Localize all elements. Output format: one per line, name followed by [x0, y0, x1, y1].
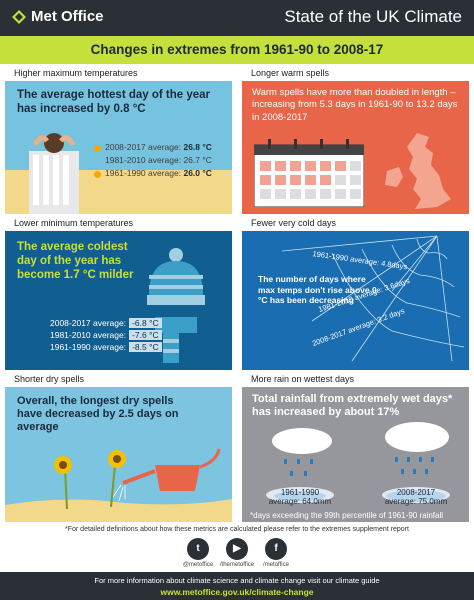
sun-icon: [94, 145, 101, 152]
panel-body: Overall, the longest dry spells have dec…: [5, 387, 232, 522]
deckchair-person-icon: [29, 133, 79, 214]
facebook-icon: f: [265, 538, 287, 560]
page-title: State of the UK Climate: [284, 7, 462, 26]
panel-max-temperatures: Higher maximum temperatures 2008-2017 av…: [5, 64, 232, 214]
subtitle-bar: Changes in extremes from 1961-90 to 2008…: [0, 36, 474, 64]
rain-cloud-icon: [385, 422, 449, 474]
headline: The average hottest day of the year has …: [17, 89, 211, 115]
header: Met Office State of the UK Climate: [0, 0, 474, 36]
panel-warm-spells: Longer warm spells Warm spells have more…: [242, 64, 469, 214]
climate-guide-link[interactable]: www.metoffice.gov.uk/climate-change: [160, 587, 314, 597]
panel-cold-days: Fewer very cold days The number of days …: [242, 214, 469, 370]
uk-map-icon: [385, 133, 451, 209]
calendar-icon: [254, 139, 364, 207]
footnote: *For detailed definitions about how thes…: [65, 526, 409, 533]
sun-icon: [94, 171, 101, 178]
met-office-logo[interactable]: Met Office: [12, 8, 104, 25]
headline: Overall, the longest dry spells have dec…: [17, 395, 179, 434]
bottom-info-text: For more information about climate scien…: [94, 576, 380, 585]
stat-1981-2010: 1981-2010 average: -7.6 °C: [50, 330, 162, 340]
stat-1981-2010: 1981-2010 average: 26.7 °C: [105, 155, 212, 165]
logo-text: Met Office: [31, 8, 104, 25]
panel-label: Longer warm spells: [242, 64, 469, 81]
frost-web-icon: [281, 235, 465, 362]
panel-body: Total rainfall from extremely wet days* …: [242, 387, 469, 522]
wet-days-footnote: *days exceeding the 99th percentile of 1…: [250, 511, 444, 520]
sunflowers-watering-can-icon: [5, 448, 232, 522]
panel-label: Fewer very cold days: [242, 214, 469, 231]
social-handle: /themetoffice: [219, 562, 255, 568]
cold-days-text: The number of days where max temps don't…: [258, 274, 377, 306]
panel-wet-days: More rain on wettest days Total rainfall…: [242, 370, 469, 522]
stat-2008-2017: 2008-2017 average: -6.8 °C: [50, 318, 162, 328]
rain-gauge-icon: [266, 487, 334, 503]
panel-min-temperatures: Lower minimum temperatures The average c…: [5, 214, 232, 370]
logo-mark-icon: [12, 9, 26, 24]
panel-label: Lower minimum temperatures: [5, 214, 232, 231]
twitter-link[interactable]: t @metoffice: [178, 538, 218, 568]
bottom-bar: For more information about climate scien…: [0, 572, 474, 600]
panel-body: 2008-2017 average: 26.8 °C 1981-2010 ave…: [5, 81, 232, 214]
rain-gauge-icon: [382, 487, 450, 503]
gauge-1961-1990: 1961-1990 average: 64.0mm: [268, 488, 332, 506]
youtube-icon: ▶: [226, 538, 248, 560]
facebook-link[interactable]: f /metoffice: [256, 538, 296, 568]
stat-2008-2017: 2008-2017 average: 26.8 °C: [105, 142, 212, 152]
rain-cloud-icon: [272, 428, 332, 476]
stat-1961-1990: 1961-1990 average: -8.5 °C: [50, 342, 162, 352]
headline: Total rainfall from extremely wet days* …: [252, 393, 453, 419]
panel-body: The number of days where max temps don't…: [242, 231, 469, 370]
social-handle: /metoffice: [263, 562, 289, 568]
gauge-2008-2017: 2008-2017 average: 75.0mm: [384, 488, 448, 506]
panel-dry-spells: Shorter dry spells Overall, the longest …: [5, 370, 232, 522]
social-handle: @metoffice: [182, 562, 214, 568]
youtube-link[interactable]: ▶ /themetoffice: [217, 538, 257, 568]
woolly-hat-scarf-icon: [147, 248, 205, 363]
subtitle: Changes in extremes from 1961-90 to 2008…: [90, 42, 384, 57]
panel-label: Shorter dry spells: [5, 370, 232, 387]
panel-label: More rain on wettest days: [242, 370, 469, 387]
panel-body: Warm spells have more than doubled in le…: [242, 81, 469, 214]
twitter-icon: t: [187, 538, 209, 560]
stat-1961-1990: 1961-1990 average: 26.0 °C: [105, 168, 212, 178]
headline: The average coldest day of the year has …: [17, 241, 134, 281]
panel-label: Higher maximum temperatures: [5, 64, 232, 81]
panel-body: The average coldest day of the year has …: [5, 231, 232, 370]
headline: Warm spells have more than doubled in le…: [252, 87, 458, 123]
